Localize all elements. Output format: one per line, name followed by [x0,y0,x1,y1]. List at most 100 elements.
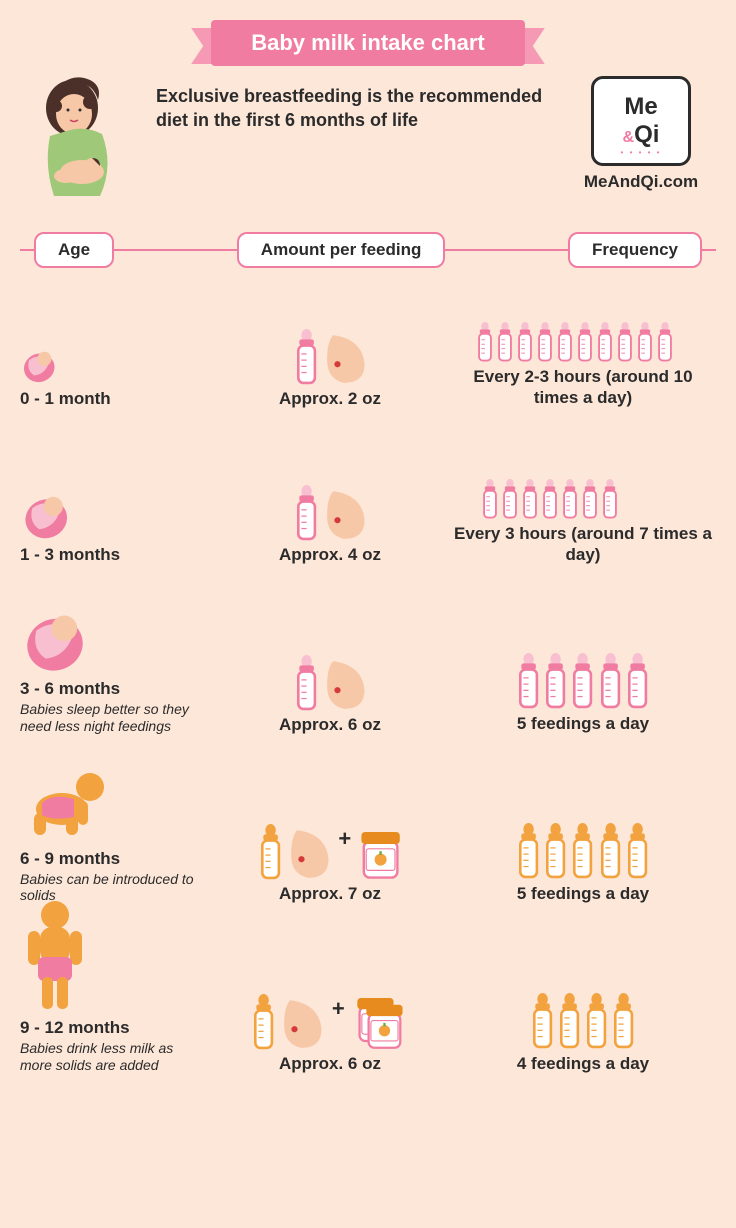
brand-block: Me &Qi • • • • • MeAndQi.com [566,76,716,192]
bottle-icon [625,653,650,709]
column-headers: Age Amount per feeding Frequency [0,226,736,272]
chart-row: 3 - 6 months Babies sleep better so they… [20,593,716,735]
amount-cell: Approx. 4 oz [220,459,440,565]
bottle-icon [596,322,614,362]
amount-label: Approx. 6 oz [220,715,440,735]
header-frequency: Frequency [568,232,702,268]
amount-label: Approx. 2 oz [220,389,440,409]
frequency-cell: Every 3 hours (around 7 times a day) [450,437,716,566]
chart-row: 6 - 9 months Babies can be introduced to… [20,763,716,905]
frequency-label: 5 feedings a day [450,713,716,734]
age-label: 9 - 12 months [20,1018,210,1038]
amount-cell: Approx. 2 oz [220,303,440,409]
header-age: Age [34,232,114,268]
frequency-label: Every 3 hours (around 7 times a day) [450,523,716,566]
baby-icon [20,593,210,675]
bottle-icon [598,823,623,879]
frequency-cell: 5 feedings a day [450,627,716,734]
bottle-icon [584,993,609,1049]
food-jar-icon [359,832,402,880]
age-note: Babies drink less milk as more solids ar… [20,1040,200,1074]
amount-label: Approx. 6 oz [220,1054,440,1074]
bottle-icon [543,653,568,709]
frequency-cell: 5 feedings a day [450,797,716,904]
bottle-icon [556,322,574,362]
frequency-cell: 4 feedings a day [450,967,716,1074]
bottle-icon [656,322,674,362]
bottle-icon [598,653,623,709]
brand-logo-icon: Me &Qi • • • • • [591,76,691,166]
bottle-icon [543,823,568,879]
frequency-label: Every 2-3 hours (around 10 times a day) [450,366,716,409]
breast-icon [325,659,367,711]
amount-cell: + Approx. 6 oz [220,968,440,1074]
brand-url: MeAndQi.com [566,172,716,192]
age-cell: 1 - 3 months [20,459,210,565]
chart-row: 9 - 12 months Babies drink less milk as … [20,932,716,1074]
bottle-icon [536,322,554,362]
age-label: 0 - 1 month [20,389,210,409]
plus-icon: + [336,826,353,852]
bottle-icon [570,823,595,879]
age-label: 6 - 9 months [20,849,210,869]
bottle-icon [501,479,519,519]
bottle-icon [611,993,636,1049]
bottle-icon [496,322,514,362]
age-cell: 0 - 1 month [20,303,210,409]
header-amount: Amount per feeding [237,232,446,268]
age-label: 1 - 3 months [20,545,210,565]
age-cell: 3 - 6 months Babies sleep better so they… [20,593,210,735]
amount-label: Approx. 7 oz [220,884,440,904]
bottle-icon [601,479,619,519]
amount-cell: + Approx. 7 oz [220,798,440,904]
chart-row: 0 - 1 month Approx. 2 oz [20,280,716,409]
breast-icon [325,489,367,541]
bottle-icon [576,322,594,362]
bottle-icon [636,322,654,362]
age-label: 3 - 6 months [20,679,210,699]
bottle-icon [516,823,541,879]
bottle-icon [251,994,276,1050]
bottle-icon [625,823,650,879]
title-banner: Baby milk intake chart [148,20,588,66]
chart-rows: 0 - 1 month Approx. 2 oz [0,272,736,1074]
frequency-cell: Every 2-3 hours (around 10 times a day) [450,280,716,409]
bottle-icon [541,479,559,519]
breast-icon [289,828,331,880]
frequency-label: 5 feedings a day [450,883,716,904]
intro-text: Exclusive breastfeeding is the recommend… [156,76,550,133]
food-jar-icon [353,998,409,1050]
bottle-icon [476,322,494,362]
intro-row: Exclusive breastfeeding is the recommend… [0,76,736,226]
breast-icon [325,333,367,385]
age-cell: 6 - 9 months Babies can be introduced to… [20,763,210,905]
baby-icon [20,303,210,385]
bottle-icon [530,993,555,1049]
frequency-label: 4 feedings a day [450,1053,716,1074]
bottle-icon [516,322,534,362]
bottle-icon [561,479,579,519]
age-note: Babies sleep better so they need less ni… [20,701,200,735]
bottle-icon [521,479,539,519]
bottle-icon [516,653,541,709]
chart-row: 1 - 3 months Approx. 4 oz [20,437,716,566]
bottle-icon [570,653,595,709]
breast-icon [282,998,324,1050]
bottle-icon [294,329,319,385]
bottle-icon [616,322,634,362]
plus-icon: + [330,996,347,1022]
bottle-icon [258,824,283,880]
baby-icon [20,763,210,845]
bottle-icon [294,655,319,711]
baby-icon [20,459,210,541]
amount-label: Approx. 4 oz [220,545,440,565]
bottle-icon [294,485,319,541]
title-text: Baby milk intake chart [211,20,525,66]
bottle-icon [557,993,582,1049]
mother-breastfeeding-icon [20,76,140,216]
age-cell: 9 - 12 months Babies drink less milk as … [20,932,210,1074]
amount-cell: Approx. 6 oz [220,629,440,735]
baby-icon [20,932,210,1014]
bottle-icon [481,479,499,519]
bottle-icon [581,479,599,519]
